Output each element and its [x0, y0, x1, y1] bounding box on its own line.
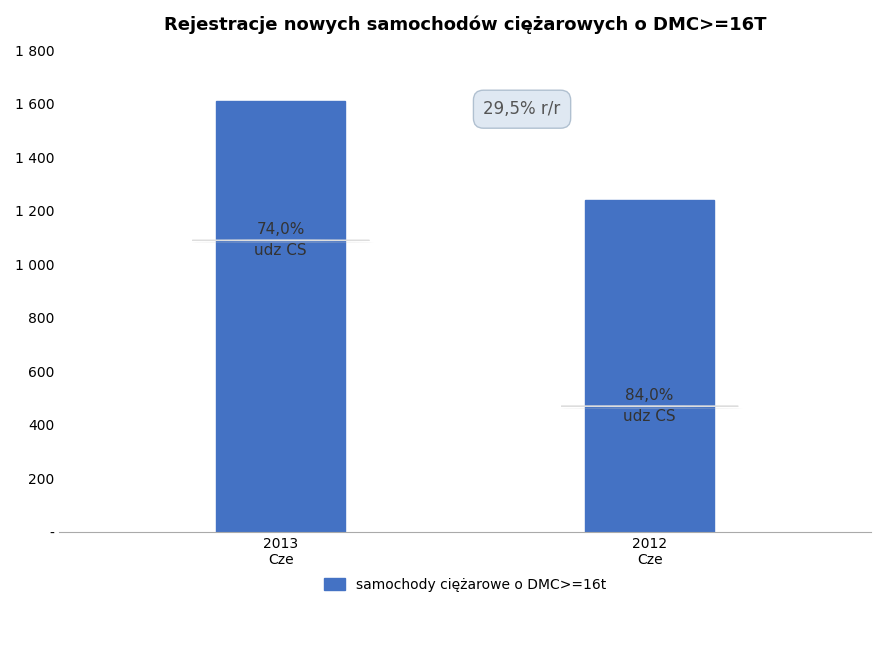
Title: Rejestracje nowych samochodów ciężarowych o DMC>=16T: Rejestracje nowych samochodów ciężarowyc…	[164, 15, 766, 33]
Ellipse shape	[560, 408, 742, 409]
Legend: samochody ciężarowe o DMC>=16t: samochody ciężarowe o DMC>=16t	[319, 572, 612, 597]
Text: 29,5% r/r: 29,5% r/r	[484, 100, 561, 118]
Text: 74,0%
udz CS: 74,0% udz CS	[254, 222, 307, 258]
Text: 84,0%
udz CS: 84,0% udz CS	[624, 388, 676, 424]
Bar	[216, 101, 346, 532]
Ellipse shape	[561, 406, 738, 407]
Bar	[585, 200, 714, 532]
Ellipse shape	[191, 242, 374, 243]
